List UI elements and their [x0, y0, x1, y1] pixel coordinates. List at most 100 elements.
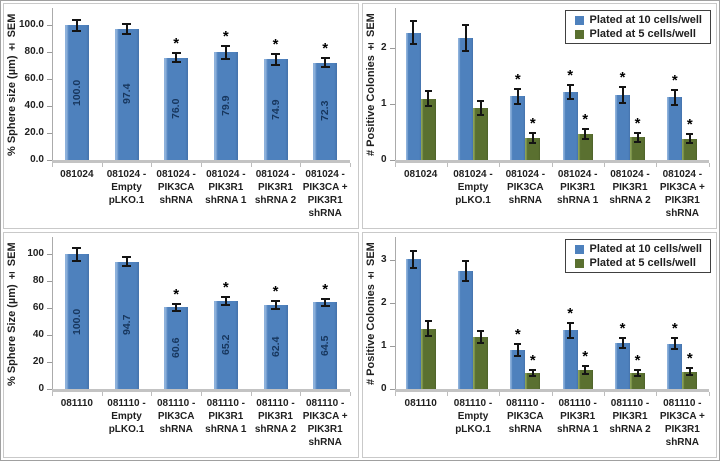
error-bar-cap — [634, 140, 641, 143]
error-bar — [569, 322, 572, 338]
x-tick-mark — [350, 163, 351, 167]
y-tick-label: 20.0 — [24, 127, 44, 139]
bar — [213, 52, 238, 160]
bar-value-label: 100.0 — [70, 79, 83, 106]
bar-value-label: 74.9 — [269, 99, 282, 120]
error-bar — [516, 344, 519, 356]
y-tick-mark — [47, 281, 52, 283]
x-axis-line — [394, 160, 709, 163]
error-bar — [464, 261, 467, 281]
bar — [164, 57, 189, 160]
x-tick-mark — [551, 392, 553, 396]
x-tick-mark — [101, 392, 103, 396]
significance-asterisk: * — [671, 320, 678, 338]
y-tick-label: 2 — [380, 297, 387, 309]
category-label: 081024 - Empty pLKO.1 — [453, 169, 493, 206]
error-bar-cap — [320, 304, 330, 307]
bar — [615, 343, 630, 389]
error-bar-cap — [566, 336, 574, 339]
error-bar-cap — [424, 104, 432, 107]
bar — [525, 373, 541, 389]
bar — [114, 261, 139, 389]
error-bar-cap — [671, 337, 679, 340]
error-bar-cap — [171, 309, 181, 312]
error-bar-cap — [171, 303, 181, 306]
legend-entry: Plated at 5 cells/well — [575, 28, 702, 40]
x-tick-mark — [300, 163, 302, 167]
category-label: 081024 - PIK3R1 shRNA 2 — [254, 169, 297, 206]
y-axis-line — [394, 8, 396, 163]
x-tick-mark — [708, 163, 710, 167]
y-tick-label: 0 — [38, 383, 44, 394]
bar — [458, 38, 473, 160]
category-label: 081110 - PIK3CA shRNA — [156, 398, 196, 435]
error-bar-cap — [122, 32, 131, 35]
legend-label: Plated at 5 cells/well — [589, 257, 696, 269]
bar — [615, 95, 630, 160]
error-bar — [274, 301, 277, 310]
significance-asterisk: * — [173, 35, 180, 53]
error-bar-cap — [409, 20, 417, 23]
bar — [562, 330, 578, 389]
bar — [630, 137, 645, 160]
plot-area: 3 2 1 0 * * * * * * * * 081110 081110 - Empty pLKO.1 0… — [363, 233, 717, 457]
x-tick-mark — [151, 163, 153, 167]
legend-entry: Plated at 10 cells/well — [575, 243, 702, 255]
error-bar-cap — [529, 141, 537, 144]
plot-area: 100 80 60 40 20 0 100.0 94.7 * 60.6 * 65.2 * 62.4 * 64.… — [4, 233, 358, 457]
error-bar-cap — [477, 330, 484, 333]
error-bar-cap — [634, 131, 641, 134]
chart-sphere-size-081024: % Sphere size (µm) ± SEM 100.0 80.0 60.0 40… — [3, 3, 359, 229]
category-label: 081024 - PIK3CA shRNA — [156, 169, 196, 206]
error-bar-cap — [566, 321, 574, 324]
x-tick-mark — [603, 163, 605, 167]
category-label: 081110 - PIK3CA + PIK3R1 shRNA — [302, 398, 348, 448]
category-label: 081024 - PIK3R1 shRNA 1 — [205, 169, 247, 206]
error-bar-cap — [634, 375, 641, 378]
x-tick-mark — [394, 163, 396, 167]
y-tick-mark — [47, 160, 52, 161]
error-bar-cap — [581, 364, 589, 367]
bar-value-label: 76.0 — [170, 98, 183, 120]
error-bar — [636, 370, 639, 377]
error-bar-cap — [409, 267, 417, 270]
significance-asterisk: * — [567, 66, 574, 84]
significance-asterisk: * — [272, 283, 279, 300]
error-bar — [175, 304, 178, 311]
bar-value-label: 64.5 — [319, 335, 332, 356]
error-bar-cap — [477, 113, 484, 116]
error-bar-cap — [409, 249, 417, 252]
category-label: 081024 - PIK3R1 shRNA 2 — [609, 169, 651, 206]
error-bar-cap — [619, 102, 626, 105]
error-bar — [324, 298, 327, 306]
error-bar-cap — [686, 133, 694, 136]
category-label: 081024 - PIK3CA + PIK3R1 shRNA — [302, 169, 348, 219]
significance-asterisk: * — [322, 40, 329, 58]
error-bar — [412, 21, 415, 44]
y-tick-mark — [389, 104, 395, 106]
bar — [64, 254, 89, 389]
x-tick-mark — [250, 392, 252, 396]
x-tick-mark — [201, 163, 202, 167]
y-tick-mark — [47, 335, 52, 337]
category-label: 081110 - PIK3CA + PIK3R1 shRNA — [659, 398, 705, 448]
bar-value-label: 62.4 — [269, 336, 282, 358]
x-tick-mark — [52, 392, 53, 396]
bar — [577, 370, 593, 389]
bar — [473, 108, 488, 160]
bar — [64, 25, 89, 160]
legend: Plated at 10 cells/well Plated at 5 cells… — [565, 239, 711, 273]
bar — [667, 97, 683, 160]
error-bar-cap — [409, 42, 417, 45]
category-label: 081110 - PIK3R1 shRNA 2 — [254, 398, 297, 435]
error-bar-cap — [72, 259, 82, 262]
error-bar-cap — [72, 19, 82, 22]
y-tick-mark — [389, 260, 395, 262]
bar — [405, 259, 421, 389]
category-label: 081024 - Empty pLKO.1 — [106, 169, 147, 206]
y-tick-label: 2 — [380, 42, 387, 54]
bar-value-label: 97.4 — [120, 84, 133, 105]
y-tick-label: 80 — [32, 275, 44, 287]
bar — [630, 373, 645, 389]
bar-value-label: 65.2 — [219, 334, 232, 356]
